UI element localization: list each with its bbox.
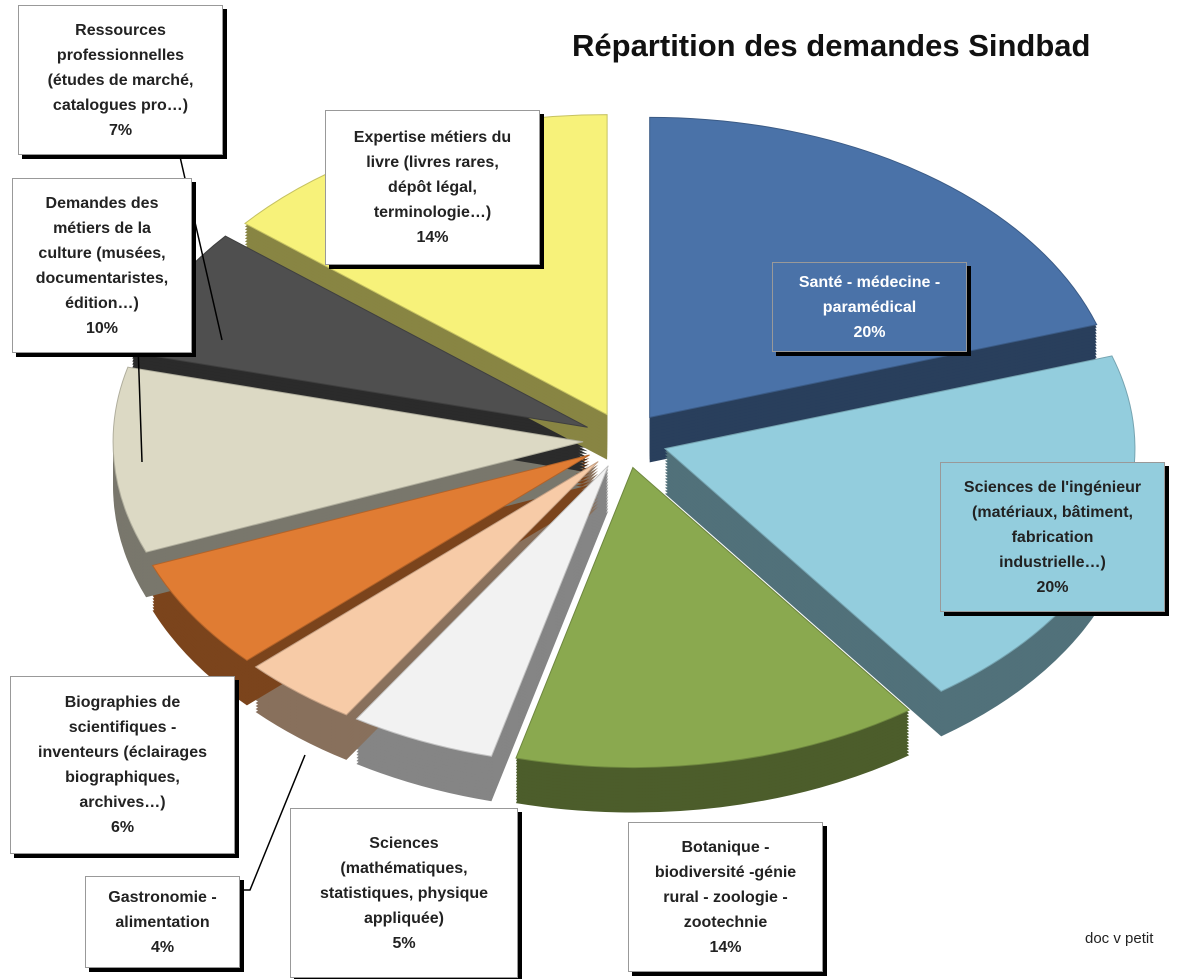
chart-title: Répartition des demandes Sindbad (572, 28, 1091, 63)
slice-label: Expertise métiers du livre (livres rares… (325, 110, 540, 265)
slice-label: Biographies de scientifiques - inventeur… (10, 676, 235, 854)
slice-label: Demandes des métiers de la culture (musé… (12, 178, 192, 353)
slice-label: Sciences de l'ingénieur (matériaux, bâti… (940, 462, 1165, 612)
value-label: 7% (108, 121, 133, 139)
category-label: Biographies de scientifiques - inventeur… (38, 694, 207, 811)
slice-label: Botanique - biodiversité -génie rural - … (628, 822, 823, 972)
category-label: Santé - médecine - paramédical (798, 273, 941, 316)
value-label: 14% (709, 938, 742, 956)
slice-label: Gastronomie - alimentation 4% (85, 876, 240, 968)
category-label: Gastronomie - alimentation (108, 888, 217, 931)
value-label: 20% (853, 323, 886, 341)
slice (254, 461, 599, 716)
category-label: Botanique - biodiversité -génie rural - … (654, 838, 797, 931)
source: doc v petit (1085, 930, 1154, 947)
value-label: 4% (150, 938, 175, 956)
slice (515, 466, 911, 768)
slice-label: Sciences (mathématiques, statistiques, p… (290, 808, 518, 978)
value-label: 5% (392, 934, 416, 952)
slice-label: Ressources professionnelles (études de m… (18, 5, 223, 155)
value-label: 6% (110, 819, 135, 836)
value-label: 20% (1036, 578, 1069, 596)
category-label: Expertise métiers du livre (livres rares… (353, 129, 512, 221)
slice (112, 366, 584, 553)
value-label: 14% (416, 229, 449, 246)
category-label: Sciences de l'ingénieur (matériaux, bâti… (963, 478, 1142, 571)
category-label: Ressources professionnelles (études de m… (47, 21, 194, 114)
category-label: Sciences (mathématiques, statistiques, p… (319, 834, 489, 927)
leader-line (240, 754, 306, 891)
slice-label: Santé - médecine - paramédical 20% (772, 262, 967, 352)
category-label: Demandes des métiers de la culture (musé… (35, 194, 169, 312)
slice (355, 465, 609, 757)
pie (112, 114, 1136, 813)
slice (151, 454, 590, 661)
value-label: 10% (85, 319, 119, 337)
